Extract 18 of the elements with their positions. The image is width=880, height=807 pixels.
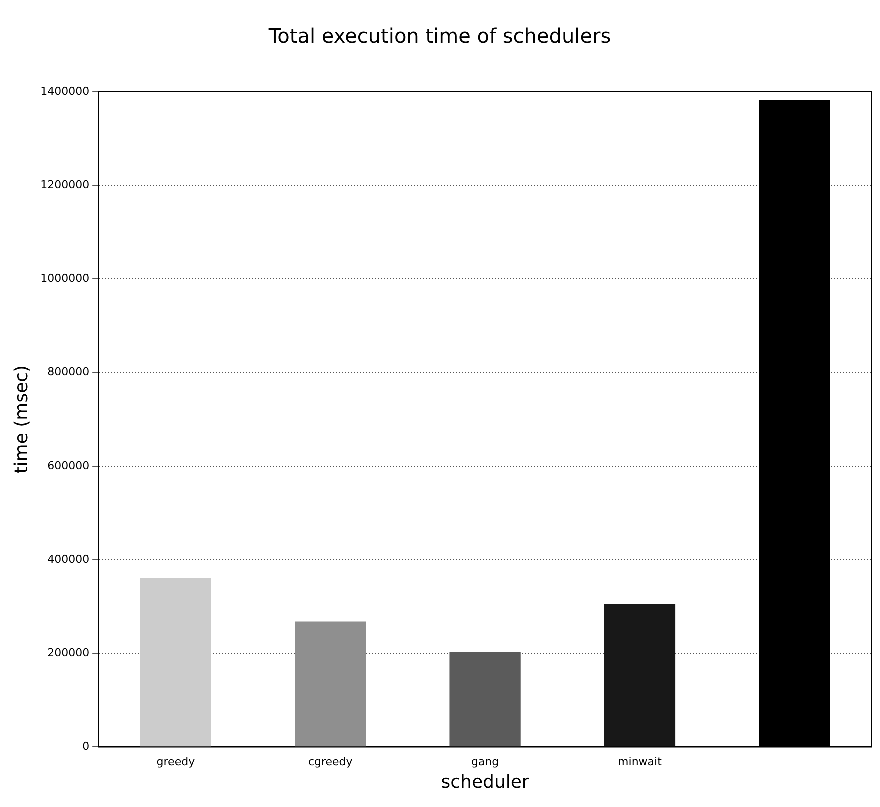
- chart-title: Total execution time of schedulers: [268, 24, 612, 48]
- y-tick-label: 400000: [48, 552, 90, 566]
- bar: [295, 622, 366, 747]
- x-tick-label: cgreedy: [308, 756, 354, 769]
- y-tick-label: 1400000: [40, 84, 90, 98]
- y-tick-label: 1200000: [40, 178, 90, 192]
- x-tick-label: greedy: [156, 756, 196, 769]
- y-tick-label: 200000: [48, 646, 90, 660]
- y-tick-label: 1000000: [40, 272, 90, 286]
- x-tick-label: minwait: [618, 756, 663, 769]
- y-tick-label: 800000: [48, 366, 90, 379]
- y-axis-title: time (msec): [11, 365, 32, 474]
- x-tick-label: gang: [471, 756, 500, 769]
- bar: [140, 578, 212, 747]
- y-tick-label: 0: [82, 740, 90, 754]
- x-axis-title: scheduler: [441, 772, 530, 793]
- bar: [604, 604, 676, 747]
- y-tick-label: 600000: [48, 459, 90, 472]
